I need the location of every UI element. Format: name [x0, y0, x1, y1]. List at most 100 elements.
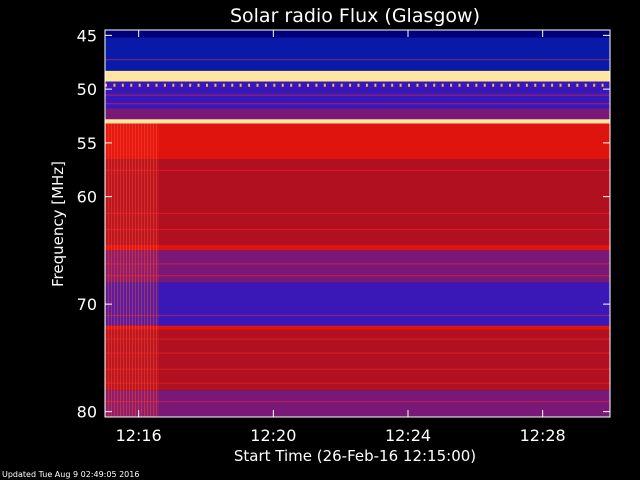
dot-artifact — [105, 83, 107, 87]
dot-artifact — [492, 83, 495, 87]
interference-line — [105, 314, 610, 317]
interference-line — [105, 263, 610, 265]
x-tick-label: 12:20 — [250, 426, 296, 445]
frequency-band — [105, 325, 610, 330]
early-burst-glow — [105, 123, 159, 417]
dot-artifact — [466, 83, 469, 87]
dot-artifact — [189, 83, 192, 87]
interference-line — [105, 59, 610, 61]
dot-artifact — [113, 83, 116, 87]
y-tick-label: 60 — [77, 188, 97, 207]
dot-artifact — [147, 83, 150, 87]
dot-artifact — [483, 83, 486, 87]
frequency-band — [105, 70, 610, 82]
dot-artifact — [248, 83, 251, 87]
dot-artifact — [534, 83, 537, 87]
dot-artifact — [197, 83, 200, 87]
dot-artifact — [340, 83, 343, 87]
interference-line — [105, 275, 610, 277]
dot-artifact — [399, 83, 402, 87]
dot-artifact — [458, 83, 461, 87]
dot-artifact — [332, 83, 335, 87]
dot-artifact — [214, 83, 217, 87]
dot-artifact — [163, 83, 166, 87]
dot-artifact — [424, 83, 427, 87]
dot-artifact — [315, 83, 318, 87]
interference-line — [105, 382, 610, 384]
y-tick-label: 50 — [77, 80, 97, 99]
interference-line — [105, 169, 610, 171]
frequency-band — [105, 108, 610, 120]
frequency-band — [105, 30, 610, 38]
dot-artifact — [290, 83, 293, 87]
interference-line — [105, 212, 610, 214]
plot-area — [105, 30, 610, 417]
dot-artifact — [307, 83, 309, 87]
dot-artifact — [416, 83, 419, 87]
x-tick-label: 12:28 — [520, 426, 566, 445]
x-axis-label: Start Time (26-Feb-16 12:15:00) — [234, 447, 476, 465]
frequency-band — [105, 390, 610, 417]
dot-artifact — [542, 83, 545, 87]
dot-artifact — [138, 83, 141, 87]
interference-line — [105, 400, 610, 403]
frequency-bands — [105, 30, 610, 417]
frequency-band — [105, 250, 610, 283]
dot-artifact — [323, 83, 326, 87]
dot-artifact — [281, 83, 284, 87]
interference-line — [105, 368, 610, 370]
frequency-band — [105, 282, 610, 326]
dot-artifact — [500, 83, 503, 87]
spectrogram-texture — [105, 59, 610, 417]
interference-line — [105, 228, 610, 231]
dot-artifact — [172, 83, 175, 87]
interference-line — [105, 103, 610, 105]
y-axis-ticks: 45 50 55 60 70 80 — [77, 26, 610, 422]
interference-line — [105, 352, 610, 354]
dot-artifact — [256, 83, 259, 87]
dot-artifact — [121, 83, 124, 87]
dot-artifact — [273, 83, 276, 87]
dot-artifact — [408, 83, 410, 87]
interference-line — [105, 338, 610, 340]
dot-artifact — [357, 83, 360, 87]
dot-artifact — [180, 83, 183, 87]
dot-artifact — [298, 83, 301, 87]
chart-title: Solar radio Flux (Glasgow) — [230, 5, 480, 27]
frequency-band — [105, 159, 610, 245]
frequency-band — [105, 123, 610, 159]
dot-artifact — [264, 83, 267, 87]
dot-artifact — [601, 83, 604, 87]
dot-artifact — [584, 83, 587, 87]
dot-artifact — [509, 83, 511, 87]
dot-artifact — [559, 83, 562, 87]
dot-artifact — [222, 83, 225, 87]
dot-artifact — [349, 83, 352, 87]
dot-artifact — [551, 83, 554, 87]
dot-artifact — [155, 83, 158, 87]
dot-artifact — [382, 83, 385, 87]
dot-artifact — [576, 83, 579, 87]
y-tick-label: 70 — [77, 295, 97, 314]
dot-artifact — [231, 83, 234, 87]
dot-artifact — [517, 83, 520, 87]
dot-artifact — [450, 83, 453, 87]
frequency-band — [105, 37, 610, 71]
x-tick-label: 12:24 — [385, 426, 431, 445]
x-axis-ticks: 12:16 12:20 12:24 12:28 — [116, 30, 566, 445]
plot-frame — [104, 29, 611, 418]
y-tick-label: 45 — [77, 26, 97, 45]
dot-artifact — [441, 83, 444, 87]
y-axis-label: Frequency [MHz] — [49, 161, 67, 287]
dot-artifact — [239, 83, 242, 87]
x-tick-label: 12:16 — [116, 426, 162, 445]
dot-artifact — [374, 83, 377, 87]
updated-timestamp: Updated Tue Aug 9 02:49:05 2016 — [2, 470, 139, 479]
dot-artifact — [475, 83, 478, 87]
dot-artifact — [525, 83, 528, 87]
dot-artifact — [206, 83, 208, 87]
dot-artifact — [365, 83, 368, 87]
frequency-band — [105, 329, 610, 391]
